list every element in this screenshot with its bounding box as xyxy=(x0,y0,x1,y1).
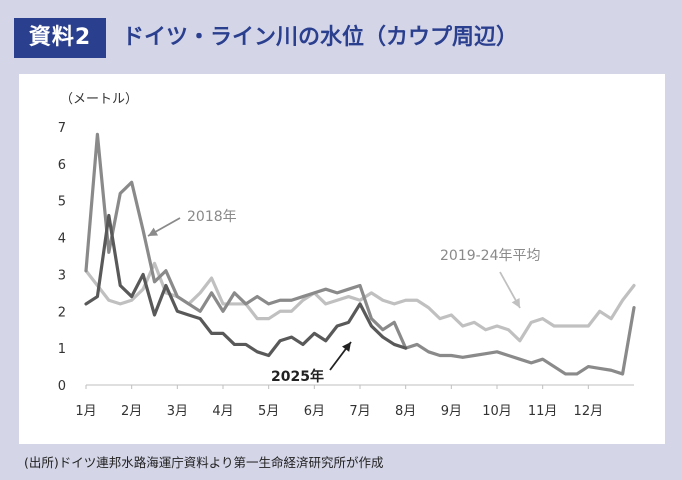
figure-title: ドイツ・ライン川の水位（カウプ周辺） xyxy=(122,25,519,50)
x-tick-label: 3月 xyxy=(167,404,188,419)
x-tick-label: 8月 xyxy=(395,404,416,419)
x-tick-label: 12月 xyxy=(574,404,604,419)
y-axis-unit-label: （メートル） xyxy=(60,92,139,107)
y-tick-label: 6 xyxy=(58,158,66,173)
x-tick-label: 9月 xyxy=(441,404,462,419)
figure-header: 資料2 ドイツ・ライン川の水位（カウプ周辺） xyxy=(0,0,682,72)
chart-annotations: 2018年 2025年 2019-24年平均 xyxy=(147,209,541,385)
y-tick-label: 5 xyxy=(58,195,66,210)
source-note: (出所)ドイツ連邦水路海運庁資料より第一生命経済研究所が作成 xyxy=(24,455,384,470)
figure-number-badge: 資料2 xyxy=(14,18,106,58)
y-tick-label: 2 xyxy=(58,305,66,320)
x-tick-label: 1月 xyxy=(75,404,96,419)
y-tick-label: 7 xyxy=(58,121,66,136)
x-tick-label: 4月 xyxy=(212,404,233,419)
x-tick-label: 2月 xyxy=(121,404,142,419)
y-tick-label: 1 xyxy=(58,342,66,357)
y-tick-label: 4 xyxy=(58,232,66,247)
chart-panel xyxy=(19,74,665,444)
series-line-2018 xyxy=(84,132,636,376)
x-tick-label: 5月 xyxy=(258,404,279,419)
annotation-arrow-avg-head xyxy=(511,297,520,308)
annotation-arrow-2018-head xyxy=(148,227,159,236)
y-tick-label: 0 xyxy=(58,379,66,394)
annotation-label-2025: 2025年 xyxy=(271,368,324,385)
annotation-label-2018: 2018年 xyxy=(187,209,237,225)
annotation-label-avg: 2019-24年平均 xyxy=(440,248,541,264)
x-tick-label: 11月 xyxy=(528,404,558,419)
chart-axes: 0 1 2 3 4 5 6 7 1月 2月 3月 4月 5月 6月 7月 8月 9月 10月 11月 12月 xyxy=(58,121,634,419)
annotation-arrow-2025-head xyxy=(342,342,351,352)
y-tick-label: 3 xyxy=(58,268,66,283)
chart-series-layer xyxy=(84,132,636,376)
x-tick-label: 7月 xyxy=(349,404,370,419)
series-line-2025 xyxy=(84,213,408,358)
x-tick-label: 10月 xyxy=(482,404,512,419)
x-tick-label: 6月 xyxy=(304,404,325,419)
